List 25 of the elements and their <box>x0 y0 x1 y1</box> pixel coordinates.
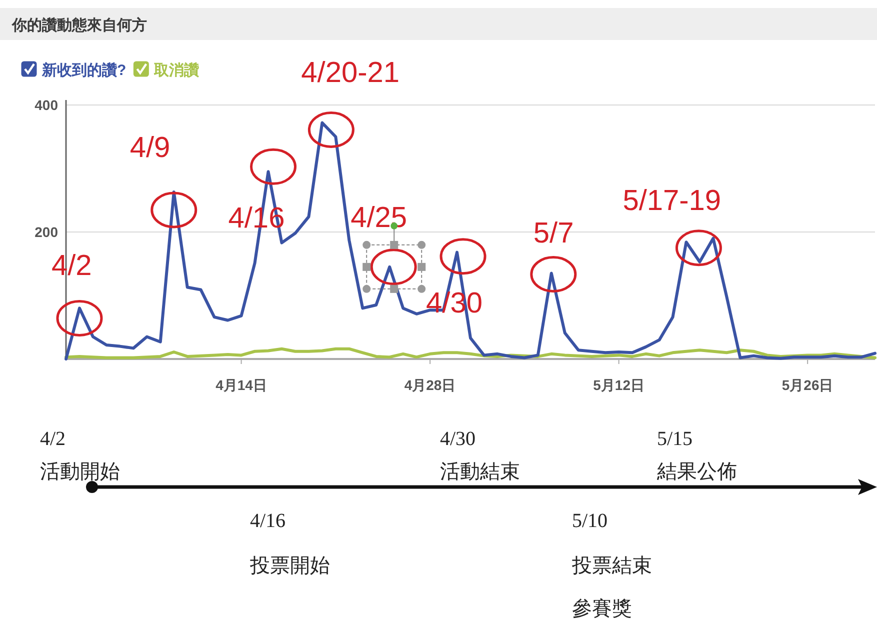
text: 4/30 <box>440 428 476 450</box>
x-tick-label: 4月14日 <box>216 377 267 393</box>
annotation: 4/25 <box>350 202 408 234</box>
text: 參賽獎 <box>572 598 632 620</box>
x-tick-label: 5月12日 <box>593 377 644 393</box>
text: 投票開始 <box>249 555 330 577</box>
y-tick-label: 400 <box>34 97 58 113</box>
text: 4/2 <box>40 428 66 450</box>
text: 活動結束 <box>440 461 520 483</box>
text: 5/10 <box>572 510 608 532</box>
annotation: 4/9 <box>130 132 170 164</box>
legend-label: 取消讚 <box>153 62 200 79</box>
chart-title: 你的讚動態來自何方 <box>11 16 147 34</box>
x-tick-label: 4月28日 <box>404 377 456 393</box>
text: 4/16 <box>250 510 286 532</box>
y-tick-label: 200 <box>34 224 58 240</box>
text: 5/15 <box>657 428 693 450</box>
text: 結果公佈 <box>656 461 737 483</box>
annotation: 5/17-19 <box>622 184 722 217</box>
x-tick-label: 5月26日 <box>782 377 834 393</box>
text: 活動開始 <box>40 461 120 483</box>
legend-label: 新收到的讚? <box>41 61 126 79</box>
text: 投票結束 <box>571 555 652 577</box>
annotation: 5/7 <box>533 217 574 250</box>
annotation: 4/20-21 <box>301 56 400 89</box>
